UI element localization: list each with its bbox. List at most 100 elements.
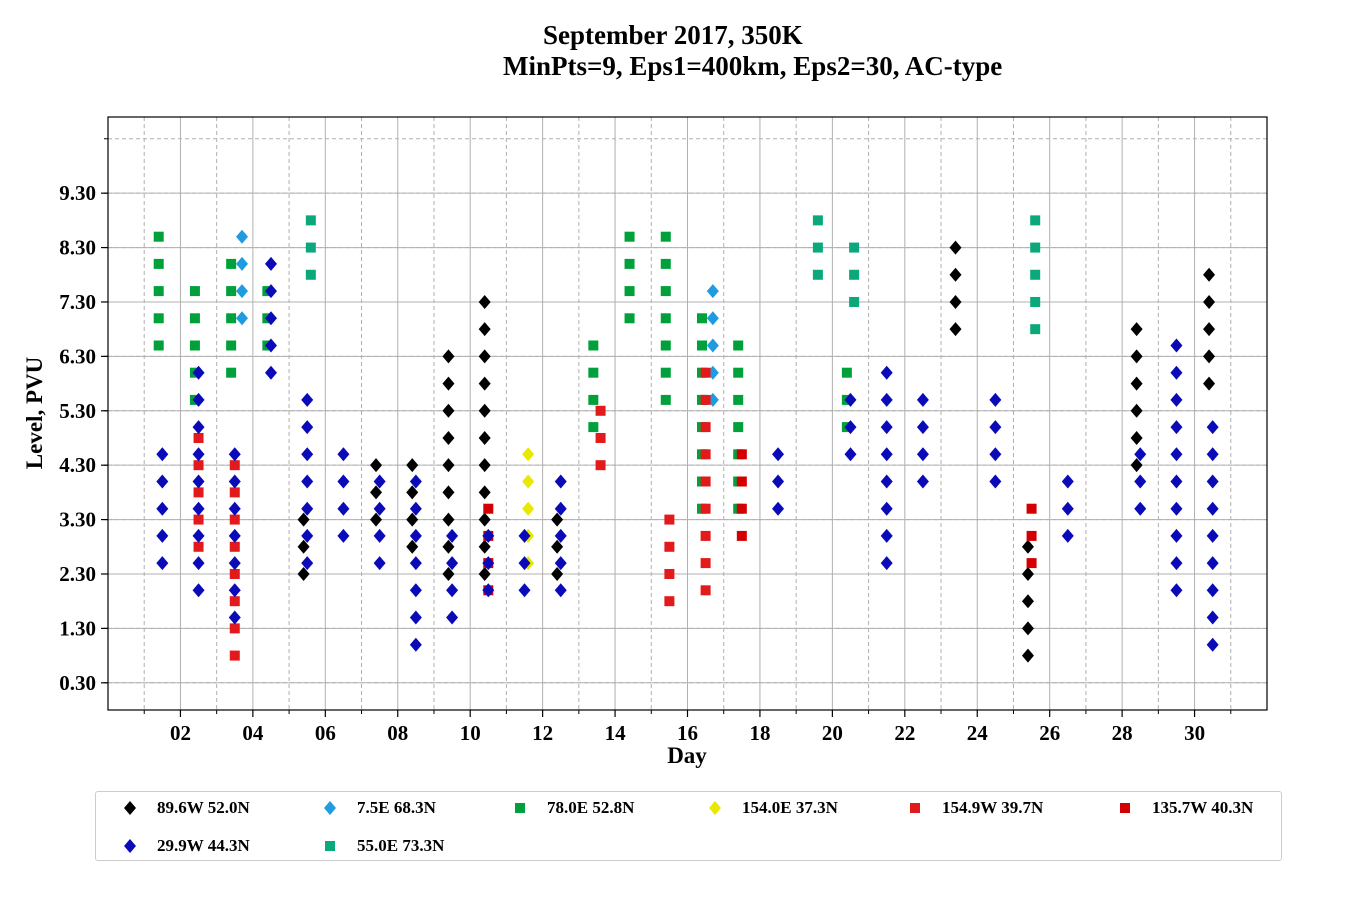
chart-title-line1: September 2017, 350K xyxy=(543,20,803,50)
data-point xyxy=(442,376,455,391)
data-point xyxy=(664,514,675,525)
data-point xyxy=(1170,420,1183,435)
data-point xyxy=(700,476,711,487)
data-point xyxy=(305,242,316,253)
data-point xyxy=(551,566,564,581)
data-point xyxy=(442,403,455,418)
data-point xyxy=(373,528,386,543)
data-point xyxy=(1021,566,1034,581)
data-point xyxy=(305,215,316,226)
legend-label: 7.5E 68.3N xyxy=(357,798,436,817)
data-point xyxy=(409,583,422,598)
y-tick-label: 5.30 xyxy=(59,399,96,423)
data-point xyxy=(1026,503,1037,514)
data-point xyxy=(193,487,204,498)
data-point xyxy=(700,558,711,569)
data-point xyxy=(478,566,491,581)
data-point xyxy=(1021,648,1034,663)
data-point xyxy=(595,432,606,443)
data-point xyxy=(228,501,241,516)
data-point xyxy=(478,539,491,554)
data-point xyxy=(193,460,204,471)
data-point xyxy=(660,340,671,351)
data-point xyxy=(1206,447,1219,462)
data-points xyxy=(153,215,1219,663)
data-point xyxy=(772,474,785,489)
data-point xyxy=(337,474,350,489)
data-point xyxy=(189,313,200,324)
chart-title-line2: MinPts=9, Eps1=400km, Eps2=30, AC-type xyxy=(503,51,1003,81)
data-point xyxy=(370,485,383,500)
data-point xyxy=(844,447,857,462)
data-point xyxy=(1030,269,1041,280)
data-point xyxy=(193,541,204,552)
data-point xyxy=(660,231,671,242)
data-point xyxy=(772,447,785,462)
data-point xyxy=(1061,528,1074,543)
data-point xyxy=(478,485,491,500)
data-point xyxy=(880,556,893,571)
data-point xyxy=(880,447,893,462)
data-point xyxy=(153,231,164,242)
data-point xyxy=(949,240,962,255)
data-point xyxy=(192,583,205,598)
x-tick-label: 26 xyxy=(1039,721,1060,745)
data-point xyxy=(301,447,314,462)
x-axis-label: Day xyxy=(667,743,707,768)
data-point xyxy=(301,501,314,516)
data-point xyxy=(551,539,564,554)
data-point xyxy=(1134,447,1147,462)
data-point xyxy=(1030,296,1041,307)
data-point xyxy=(153,286,164,297)
data-point xyxy=(229,514,240,525)
data-point xyxy=(406,485,419,500)
data-point xyxy=(297,512,310,527)
data-point xyxy=(522,474,535,489)
data-point xyxy=(236,229,249,244)
legend-item: 78.0E 52.8N xyxy=(513,798,634,818)
data-point xyxy=(373,474,386,489)
data-point xyxy=(229,541,240,552)
data-point xyxy=(189,286,200,297)
data-point xyxy=(478,430,491,445)
data-point xyxy=(1206,420,1219,435)
legend-label: 55.0E 73.3N xyxy=(357,836,445,855)
data-point xyxy=(478,512,491,527)
data-point xyxy=(554,556,567,571)
data-point xyxy=(229,460,240,471)
data-point xyxy=(301,474,314,489)
data-point xyxy=(700,449,711,460)
data-point xyxy=(588,394,599,405)
data-point xyxy=(700,585,711,596)
data-point xyxy=(409,528,422,543)
legend-label: 78.0E 52.8N xyxy=(547,798,635,817)
data-point xyxy=(812,242,823,253)
legend-label: 89.6W 52.0N xyxy=(157,798,250,817)
chart-legend: 89.6W 52.0N 7.5E 68.3N 78.0E 52.8N 154.0E 3… xyxy=(95,791,1282,861)
data-point xyxy=(551,512,564,527)
data-point xyxy=(406,512,419,527)
data-point xyxy=(228,474,241,489)
data-point xyxy=(916,447,929,462)
data-point xyxy=(192,474,205,489)
data-point xyxy=(442,512,455,527)
data-point xyxy=(264,311,277,326)
data-point xyxy=(482,556,495,571)
y-axis-label: Level, PVU xyxy=(22,356,47,469)
x-tick-label: 16 xyxy=(677,721,698,745)
data-point xyxy=(696,340,707,351)
data-point xyxy=(949,322,962,337)
data-point xyxy=(1170,392,1183,407)
data-point xyxy=(1203,294,1216,309)
data-point xyxy=(193,514,204,525)
data-point xyxy=(446,556,459,571)
data-point xyxy=(949,294,962,309)
data-point xyxy=(518,528,531,543)
data-point xyxy=(1206,528,1219,543)
data-point xyxy=(446,583,459,598)
data-point xyxy=(301,392,314,407)
data-point xyxy=(522,447,535,462)
data-point xyxy=(1170,474,1183,489)
data-point xyxy=(156,501,169,516)
data-point xyxy=(518,556,531,571)
